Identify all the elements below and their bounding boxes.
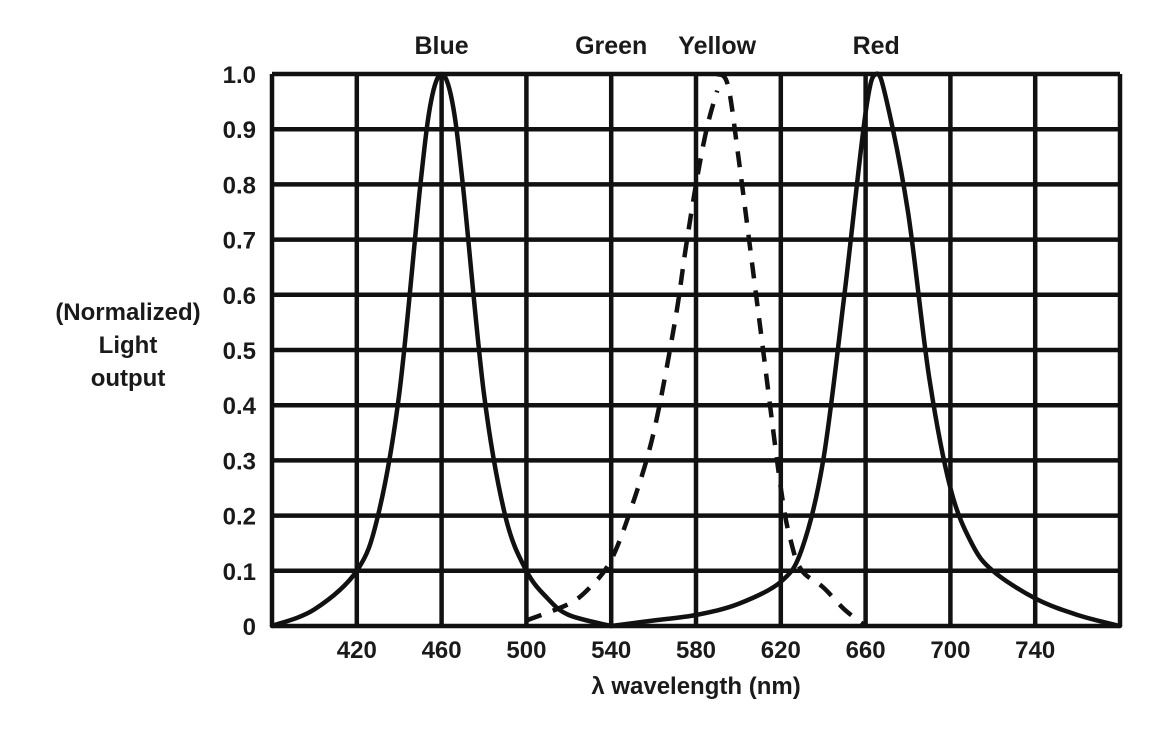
yellow-series-line bbox=[715, 71, 868, 628]
curves bbox=[269, 71, 1123, 629]
x-axis-label: λ wavelength (nm) bbox=[591, 673, 800, 700]
grid bbox=[269, 71, 1123, 629]
x-tick-label-580: 580 bbox=[676, 637, 716, 664]
y-tick-label-0-7: 0.7 bbox=[223, 228, 256, 255]
y-axis-label-line-3: output bbox=[91, 365, 166, 392]
labels: 420 460 500 540 580 620 660 700 740 0 0.1 0.2 0.3 0.4… bbox=[55, 32, 1055, 700]
blue-series-line bbox=[269, 71, 614, 629]
y-tick-label-0-2: 0.2 bbox=[223, 504, 256, 531]
y-tick-label-0: 0 bbox=[243, 614, 256, 641]
y-tick-label-0-5: 0.5 bbox=[223, 338, 256, 365]
y-tick-label-0-9: 0.9 bbox=[223, 117, 256, 144]
peak-label-green: Green bbox=[575, 32, 647, 60]
x-tick-label-460: 460 bbox=[422, 637, 462, 664]
peak-label-blue: Blue bbox=[415, 32, 469, 60]
x-tick-label-740: 740 bbox=[1015, 637, 1055, 664]
y-tick-label-1-0: 1.0 bbox=[223, 62, 256, 89]
y-tick-label-0-3: 0.3 bbox=[223, 448, 256, 475]
peak-label-yellow: Yellow bbox=[678, 32, 756, 60]
y-axis-label-line-2: Light bbox=[99, 332, 158, 359]
x-tick-label-700: 700 bbox=[930, 637, 970, 664]
x-tick-label-620: 620 bbox=[761, 637, 801, 664]
red-series-line bbox=[608, 71, 1123, 629]
x-tick-label-500: 500 bbox=[506, 637, 546, 664]
y-axis-label-line-1: (Normalized) bbox=[55, 299, 200, 326]
y-tick-label-0-8: 0.8 bbox=[223, 172, 256, 199]
x-tick-label-540: 540 bbox=[591, 637, 631, 664]
x-tick-label-420: 420 bbox=[337, 637, 377, 664]
green-series-line bbox=[525, 89, 720, 623]
y-tick-label-0-4: 0.4 bbox=[223, 393, 257, 420]
peak-label-red: Red bbox=[853, 32, 900, 60]
y-tick-label-0-1: 0.1 bbox=[223, 559, 256, 586]
x-tick-label-660: 660 bbox=[846, 637, 886, 664]
y-tick-label-0-6: 0.6 bbox=[223, 283, 256, 310]
